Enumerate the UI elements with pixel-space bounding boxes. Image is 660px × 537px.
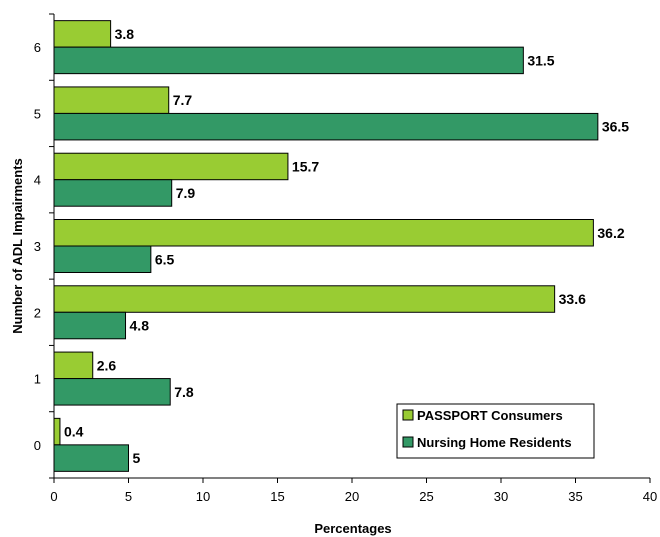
bar-nursing-5 [53, 112, 599, 141]
y-tick-label-2: 2 [34, 305, 41, 320]
y-axis-title: Number of ADL Impairments [10, 158, 25, 334]
bar-passport-2 [53, 285, 556, 313]
legend: PASSPORT Consumers Nursing Home Resident… [396, 403, 595, 459]
data-label-nursing-6: 31.5 [527, 52, 554, 68]
bar-nursing-3 [53, 245, 152, 273]
x-tick-label-10: 10 [196, 489, 210, 504]
bar-nursing-4 [53, 179, 173, 207]
bar-passport-5 [53, 86, 170, 114]
bar-nursing-1 [53, 378, 171, 406]
x-tick-label-15: 15 [270, 489, 284, 504]
data-label-nursing-4: 7.9 [176, 185, 196, 201]
x-axis-title: Percentages [314, 521, 391, 536]
bar-passport-4 [53, 152, 289, 181]
data-label-nursing-2: 4.8 [130, 318, 150, 334]
y-tick-label-0: 0 [34, 438, 41, 453]
ticks-layer: 0 5 10 15 20 25 30 35 40 0 1 2 3 4 5 6 [34, 13, 657, 504]
bar-nursing-2 [53, 311, 127, 340]
y-tick-label-5: 5 [34, 106, 41, 121]
bar-passport-6 [53, 20, 112, 48]
data-label-nursing-1: 7.8 [174, 384, 194, 400]
data-label-nursing-0: 5 [133, 450, 141, 466]
data-label-passport-5: 7.7 [173, 92, 193, 108]
x-tick-label-0: 0 [50, 489, 57, 504]
x-tick-label-25: 25 [419, 489, 433, 504]
data-label-nursing-3: 6.5 [155, 251, 175, 267]
y-tick-label-1: 1 [34, 372, 41, 387]
legend-swatch-passport [402, 409, 414, 421]
bar-passport-0 [53, 417, 61, 446]
y-tick-label-3: 3 [34, 239, 41, 254]
bars-layer [53, 20, 599, 472]
data-label-passport-2: 33.6 [559, 291, 586, 307]
x-tick-label-40: 40 [643, 489, 657, 504]
bar-nursing-6 [53, 46, 524, 75]
x-tick-label-35: 35 [568, 489, 582, 504]
x-tick-label-5: 5 [125, 489, 132, 504]
bar-nursing-0 [53, 444, 129, 472]
legend-box [396, 403, 595, 459]
data-label-passport-1: 2.6 [97, 357, 117, 373]
x-tick-label-30: 30 [494, 489, 508, 504]
data-labels-layer: 0.4 5 2.6 7.8 33.6 4.8 36.2 6.5 15.7 7.9 7.7 36.5 3.… [64, 26, 629, 466]
data-label-nursing-5: 36.5 [602, 119, 629, 135]
bar-passport-3 [53, 219, 594, 247]
bar-passport-1 [53, 351, 94, 380]
x-tick-label-20: 20 [345, 489, 359, 504]
y-tick-label-4: 4 [34, 173, 41, 188]
legend-swatch-nursing [402, 436, 414, 448]
data-label-passport-0: 0.4 [64, 424, 84, 440]
data-label-passport-4: 15.7 [292, 158, 319, 174]
data-label-passport-3: 36.2 [597, 225, 624, 241]
data-label-passport-6: 3.8 [115, 26, 135, 42]
legend-label-nursing: Nursing Home Residents [417, 435, 572, 450]
legend-label-passport: PASSPORT Consumers [417, 408, 563, 423]
y-tick-label-6: 6 [34, 40, 41, 55]
